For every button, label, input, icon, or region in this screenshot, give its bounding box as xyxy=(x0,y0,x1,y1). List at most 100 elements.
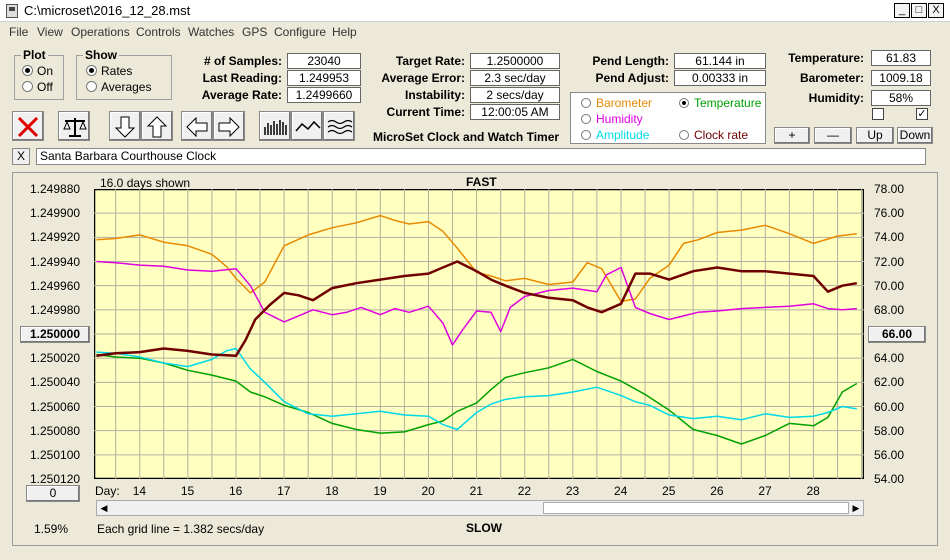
average-rate-field: 1.2499660 xyxy=(287,87,361,103)
last-reading-field: 1.249953 xyxy=(287,70,361,86)
menu-help[interactable]: Help xyxy=(332,25,357,39)
x-axis-tick: 22 xyxy=(517,484,532,498)
x-axis-tick: 15 xyxy=(180,484,195,498)
humidity-env-label: Humidity: xyxy=(808,91,864,105)
right-axis-tick: 62.00 xyxy=(874,375,905,390)
plot-on-radio[interactable]: On xyxy=(22,64,53,78)
plus-button[interactable]: + xyxy=(774,127,810,144)
chart-scrollbar[interactable]: ◀ ▶ xyxy=(96,500,864,516)
balance-button[interactable] xyxy=(58,111,90,141)
average-error-field: 2.3 sec/day xyxy=(470,70,560,86)
radio-icon xyxy=(581,98,591,108)
close-clock-button[interactable]: X xyxy=(12,148,30,165)
x-axis-tick: 17 xyxy=(277,484,291,498)
clock-name-field[interactable]: Santa Barbara Courthouse Clock xyxy=(36,148,926,165)
menu-file[interactable]: File xyxy=(9,25,29,39)
arrow-right-icon xyxy=(218,116,240,138)
right-arrow-button[interactable] xyxy=(213,111,245,141)
scroll-right-icon[interactable]: ▶ xyxy=(852,503,860,513)
down-button[interactable]: Down xyxy=(897,127,933,144)
multi-line-view-button[interactable] xyxy=(323,111,355,141)
left-axis-tick: 1.250060 xyxy=(30,399,81,414)
plot-off-label: Off xyxy=(37,80,53,94)
radio-icon xyxy=(86,81,97,92)
x-axis-tick: 14 xyxy=(132,484,147,498)
menu-operations[interactable]: Operations xyxy=(71,25,130,39)
plot-on-label: On xyxy=(37,64,54,78)
scroll-thumb[interactable] xyxy=(543,502,849,514)
left-axis-tick: 1.249900 xyxy=(30,206,81,221)
average-rate-label: Average Rate: xyxy=(201,88,282,102)
radio-icon xyxy=(581,114,591,124)
show-rates-radio[interactable]: Rates xyxy=(86,64,132,78)
close-button[interactable]: X xyxy=(928,3,944,18)
right-axis-tick: 74.00 xyxy=(874,230,905,245)
left-axis-tick: 1.250080 xyxy=(30,423,81,438)
red-x-icon xyxy=(17,116,39,138)
target-rate-field[interactable]: 1.2500000 xyxy=(470,53,560,69)
average-error-label: Average Error: xyxy=(381,71,465,85)
plot-off-radio[interactable]: Off xyxy=(22,80,53,94)
right-axis-tick: 60.00 xyxy=(874,399,905,414)
maximize-button[interactable]: □ xyxy=(911,3,927,18)
right-axis-tick: 56.00 xyxy=(874,447,905,462)
right-axis-tick: 78.00 xyxy=(874,182,905,196)
menu-view[interactable]: View xyxy=(37,25,63,39)
temperature-env-field: 61.83 xyxy=(871,50,931,66)
stop-button[interactable] xyxy=(12,111,44,141)
multi-wave-icon xyxy=(327,119,353,135)
menu-watches[interactable]: Watches xyxy=(188,25,235,39)
right-axis-tick: 54.00 xyxy=(874,472,905,486)
pend-adjust-field[interactable]: 0.00333 in xyxy=(674,70,766,86)
menu-gps[interactable]: GPS xyxy=(242,25,268,39)
humidity-label: Humidity xyxy=(596,112,643,126)
amplitude-series-line xyxy=(96,347,857,431)
days-shown-label: 16.0 days shown xyxy=(100,176,191,190)
current-time-field: 12:00:05 AM xyxy=(470,104,560,120)
humidity-env-field: 58% xyxy=(871,90,931,106)
line-view-button[interactable] xyxy=(291,111,323,141)
clock-rate-radio[interactable]: Clock rate xyxy=(679,128,748,142)
scroll-left-icon[interactable]: ◀ xyxy=(100,503,108,513)
bar-view-button[interactable] xyxy=(259,111,291,141)
slow-label: SLOW xyxy=(466,521,502,535)
env-checkbox-1[interactable] xyxy=(872,108,884,120)
day-axis-label: Day: xyxy=(95,484,120,498)
left-arrow-button[interactable] xyxy=(181,111,213,141)
left-axis-tick: 1.249880 xyxy=(30,182,81,196)
pend-length-field[interactable]: 61.144 in xyxy=(674,53,766,69)
x-axis-tick: 16 xyxy=(228,484,243,498)
zero-button[interactable]: 0 xyxy=(26,485,80,502)
show-averages-radio[interactable]: Averages xyxy=(86,80,151,94)
left-axis-center-button[interactable]: 1.250000 xyxy=(20,326,90,343)
radio-selected-icon xyxy=(86,65,97,76)
x-axis-tick: 26 xyxy=(710,484,724,498)
menu-controls[interactable]: Controls xyxy=(136,25,181,39)
up-arrow-button[interactable] xyxy=(141,111,173,141)
menu-configure[interactable]: Configure xyxy=(274,25,327,39)
x-axis-tick: 28 xyxy=(806,484,820,498)
x-axis-tick: 27 xyxy=(758,484,772,498)
temperature-env-label: Temperature: xyxy=(788,51,864,65)
right-axis-tick: 70.00 xyxy=(874,278,905,293)
up-button[interactable]: Up xyxy=(856,127,894,144)
minimize-button[interactable]: _ xyxy=(894,3,910,18)
left-axis-tick: 1.249980 xyxy=(30,302,81,317)
humidity-radio[interactable]: Humidity xyxy=(581,112,643,126)
temperature-label: Temperature xyxy=(694,96,762,110)
radio-selected-icon xyxy=(679,98,689,108)
down-arrow-button[interactable] xyxy=(109,111,141,141)
show-group: Show xyxy=(76,48,172,100)
barometer-radio[interactable]: Barometer xyxy=(581,96,652,110)
right-axis-tick: 68.00 xyxy=(874,302,905,317)
x-axis-tick: 23 xyxy=(565,484,580,498)
temperature-radio[interactable]: Temperature xyxy=(679,96,761,110)
right-axis-center-button[interactable]: 66.00 xyxy=(868,326,926,343)
x-axis-tick: 25 xyxy=(662,484,676,498)
x-axis-tick: 18 xyxy=(325,484,339,498)
minus-button[interactable]: — xyxy=(814,127,852,144)
balance-scale-icon xyxy=(63,118,87,137)
amplitude-radio[interactable]: Amplitude xyxy=(581,128,649,142)
env-checkbox-2[interactable]: ✓ xyxy=(916,108,928,120)
arrow-down-icon xyxy=(114,116,136,138)
